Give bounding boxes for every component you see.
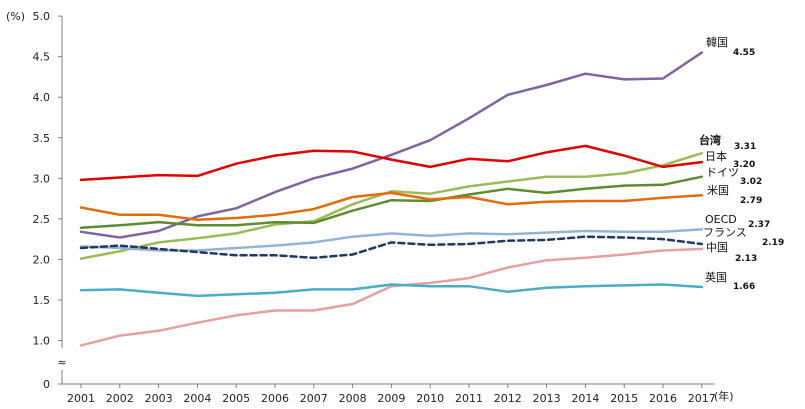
x-tick-label: 2010 (416, 392, 444, 405)
series-name-label: 日本 (705, 149, 727, 163)
series-end-value: 3.02 (740, 177, 762, 187)
y-tick-label: 4.5 (33, 51, 51, 64)
series-line (79, 191, 704, 221)
y-unit-label: (%) (6, 10, 25, 23)
series-line (79, 175, 704, 230)
x-tick-label: 2017 (688, 392, 716, 405)
x-tick-label: 2002 (106, 392, 134, 405)
series-end-value: 2.79 (740, 196, 762, 206)
series-end-value: 2.13 (735, 254, 757, 264)
x-tick-label: 2001 (67, 392, 95, 405)
y-tick-label: 1.0 (33, 335, 51, 348)
x-tick-label: 2011 (455, 392, 483, 405)
y-tick-label: 5.0 (33, 10, 51, 23)
series-name-label: OECD (705, 213, 737, 226)
y-tick-label: 3.5 (33, 132, 51, 145)
x-tick-label: 2012 (494, 392, 522, 405)
series-line (79, 283, 704, 298)
series-end-value: 3.20 (733, 160, 755, 170)
x-tick-label: 2007 (300, 392, 328, 405)
series-end-value: 1.66 (733, 282, 755, 292)
series-name-label: 米国 (707, 184, 729, 197)
x-tick-label: 2009 (377, 392, 405, 405)
y-tick-label: 2.0 (33, 253, 51, 266)
svg-text:≈: ≈ (57, 356, 66, 369)
series-name-label: 中国 (706, 241, 728, 254)
y-tick-label: 2.5 (33, 213, 51, 226)
series-name-label: ドイツ (706, 166, 739, 179)
x-tick-label: 2006 (261, 392, 289, 405)
x-tick-label: 2003 (145, 392, 173, 405)
series-name-label: 英国 (705, 270, 727, 284)
series-line (79, 51, 704, 239)
axis-break-marker: ≈ (52, 348, 72, 370)
x-tick-label: 2013 (533, 392, 561, 405)
series-end-value: 4.55 (733, 48, 755, 58)
series-line (79, 144, 704, 182)
series-name-label: 台湾 (699, 133, 721, 147)
axis-ticks: 5.0 4.5 4.0 3.5 3.0 2.5 2.0 1.5 1.0 0 2001 2002 2003… (33, 10, 716, 405)
series-name-label: 韓国 (706, 36, 728, 49)
x-tick-label: 2005 (222, 392, 250, 405)
series-line (79, 151, 704, 260)
x-tick-label: 2015 (610, 392, 638, 405)
series-line (79, 247, 704, 347)
y-tick-label: 3.0 (33, 172, 51, 185)
x-unit-label: (年) (714, 389, 734, 403)
series-name-label: フランス (703, 226, 747, 239)
x-tick-label: 2014 (571, 392, 599, 405)
y-tick-label: 0 (43, 378, 50, 391)
series-layer (79, 51, 704, 347)
series-end-value: 2.37 (748, 220, 770, 230)
x-tick-label: 2008 (339, 392, 367, 405)
y-tick-label: 4.0 (33, 91, 51, 104)
series-end-value: 2.19 (762, 238, 784, 248)
x-tick-label: 2004 (183, 392, 211, 405)
series-line (79, 235, 704, 260)
y-tick-label: 1.5 (33, 294, 51, 307)
series-end-value: 3.31 (734, 142, 756, 152)
x-tick-label: 2016 (649, 392, 677, 405)
